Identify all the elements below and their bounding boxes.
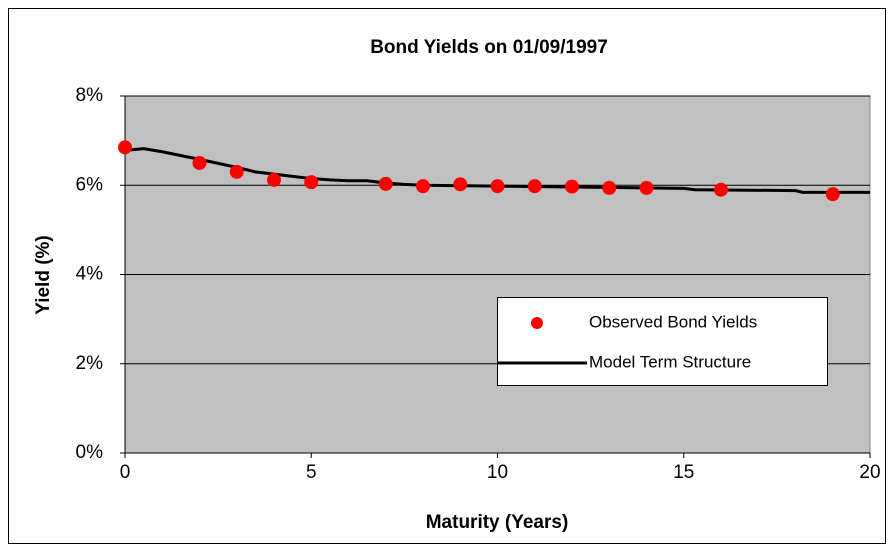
x-tick-label: 20 — [859, 462, 880, 483]
y-tick-label: 2% — [76, 353, 104, 374]
chart-title: Bond Yields on 01/09/1997 — [370, 37, 608, 58]
data-point — [527, 179, 542, 194]
data-point — [229, 164, 244, 179]
legend-marker — [531, 317, 543, 329]
data-point — [416, 179, 430, 194]
data-point — [453, 177, 468, 192]
x-tick-label: 5 — [306, 462, 317, 483]
legend: Observed Bond Yields Model Term Structure — [497, 297, 828, 386]
data-point — [267, 172, 281, 187]
model-line — [124, 147, 870, 194]
data-point — [490, 179, 505, 194]
y-tick-label: 8% — [76, 85, 104, 106]
y-axis-label: Yield (%) — [33, 235, 54, 315]
data-point — [825, 187, 840, 202]
y-tick-label: 4% — [76, 264, 104, 285]
data-point — [639, 180, 654, 195]
x-tick-label: 0 — [120, 462, 131, 483]
data-point — [714, 182, 728, 197]
data-point — [565, 179, 579, 194]
legend-label: Model Term Structure — [589, 352, 751, 371]
legend-box — [497, 297, 828, 386]
x-tick-label: 15 — [673, 462, 694, 483]
data-point — [118, 140, 132, 155]
y-tick-label: 6% — [76, 174, 104, 195]
data-point — [602, 180, 617, 195]
y-tick-label: 0% — [76, 442, 104, 463]
legend-label: Observed Bond Yields — [589, 312, 757, 331]
x-tick-label: 10 — [487, 462, 508, 483]
data-point — [378, 176, 393, 191]
data-point — [304, 175, 319, 190]
x-axis-label: Maturity (Years) — [426, 512, 569, 533]
data-point — [192, 155, 207, 170]
